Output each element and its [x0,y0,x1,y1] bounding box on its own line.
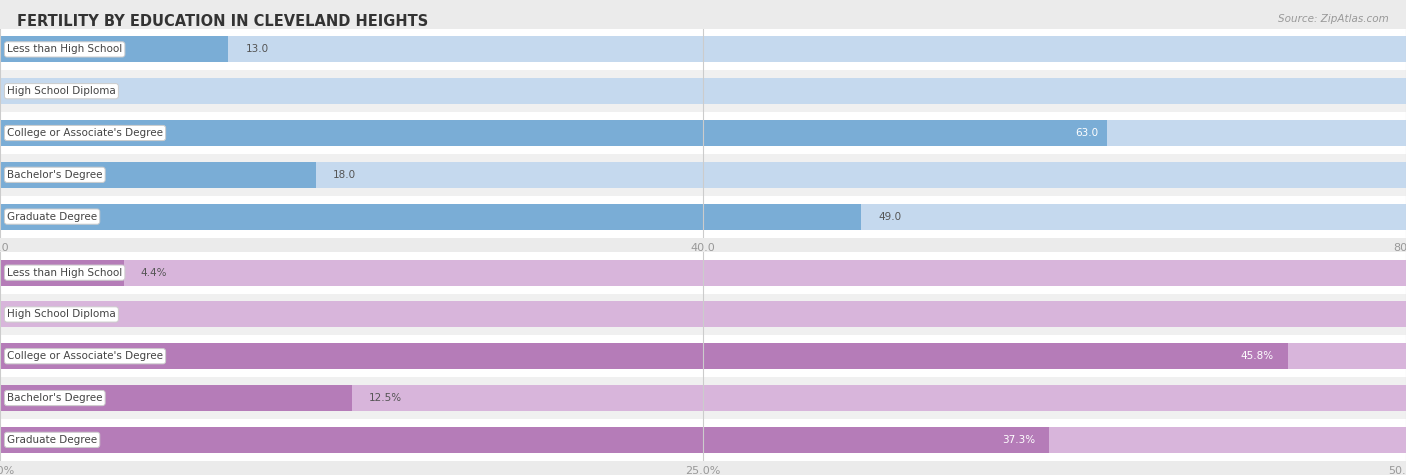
Text: Less than High School: Less than High School [7,44,122,55]
Text: 13.0: 13.0 [246,44,269,55]
Bar [0,335,1406,377]
Text: 63.0: 63.0 [1076,128,1098,138]
Text: FERTILITY BY EDUCATION IN CLEVELAND HEIGHTS: FERTILITY BY EDUCATION IN CLEVELAND HEIG… [17,14,427,29]
Text: 18.0: 18.0 [333,170,356,180]
Text: College or Associate's Degree: College or Associate's Degree [7,351,163,361]
Bar [0,78,1406,104]
Text: 45.8%: 45.8% [1240,351,1274,361]
Text: Graduate Degree: Graduate Degree [7,211,97,222]
Text: 37.3%: 37.3% [1001,435,1035,445]
Text: Graduate Degree: Graduate Degree [7,435,97,445]
Text: 0.0: 0.0 [17,86,34,96]
Bar [0,162,1406,188]
Text: College or Associate's Degree: College or Associate's Degree [7,128,163,138]
Bar [0,120,1108,146]
Bar [0,385,352,411]
Bar [0,260,124,285]
Text: Bachelor's Degree: Bachelor's Degree [7,170,103,180]
Text: Source: ZipAtlas.com: Source: ZipAtlas.com [1278,14,1389,24]
Text: 49.0: 49.0 [877,211,901,222]
Bar [0,260,1406,285]
Bar [0,419,1406,461]
Bar [0,427,1049,453]
Bar [0,385,1406,411]
Bar [0,70,1406,112]
Bar [0,427,1406,453]
Text: High School Diploma: High School Diploma [7,86,115,96]
Bar [0,37,1406,62]
Bar [0,252,1406,294]
Bar [0,196,1406,238]
Bar [0,204,860,229]
Text: 0.0%: 0.0% [17,309,44,320]
Bar [0,120,1406,146]
Bar [0,37,228,62]
Bar [0,343,1406,369]
Bar [0,204,1406,229]
Bar [0,343,1288,369]
Bar [0,294,1406,335]
Text: High School Diploma: High School Diploma [7,309,115,320]
Text: Bachelor's Degree: Bachelor's Degree [7,393,103,403]
Text: Less than High School: Less than High School [7,267,122,278]
Bar [0,154,1406,196]
Bar [0,377,1406,419]
Text: 12.5%: 12.5% [368,393,402,403]
Bar [0,28,1406,70]
Bar [0,112,1406,154]
Bar [0,162,316,188]
Text: 4.4%: 4.4% [141,267,167,278]
Bar [0,302,1406,327]
